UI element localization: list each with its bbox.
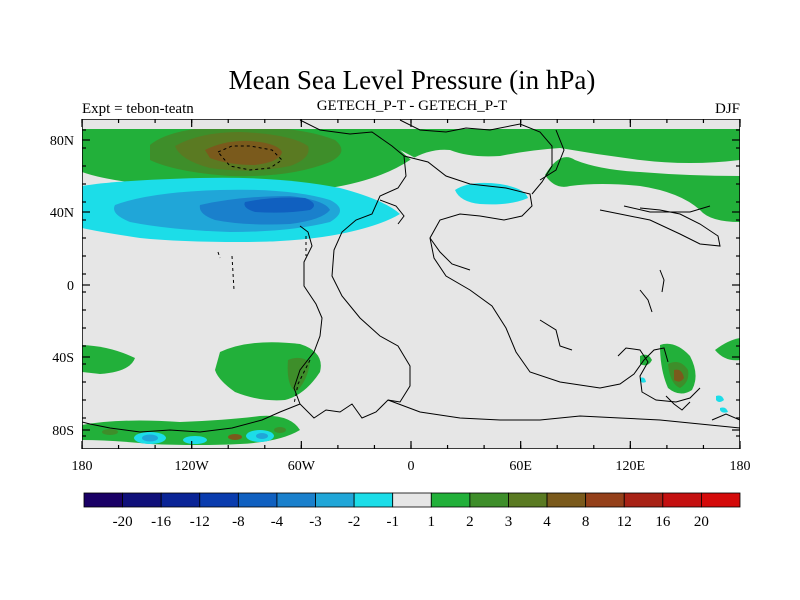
colorbar-box-9 xyxy=(430,492,471,508)
lat-label-0: 80N xyxy=(50,134,74,149)
contour-antarctic-neg-3 xyxy=(183,436,207,444)
colorbar-label-0: -20 xyxy=(113,514,133,530)
axis-ticks xyxy=(81,119,741,449)
latitude-labels: 80N 40N 0 40S 80S xyxy=(50,134,74,439)
colorbar-label-5: -3 xyxy=(309,514,322,530)
colorbar-box-14 xyxy=(623,492,664,508)
colorbar xyxy=(83,492,741,508)
colorbar-label-4: -4 xyxy=(271,514,284,530)
colorbar-box-6 xyxy=(315,492,355,508)
contour-asia-negative xyxy=(455,182,528,205)
lon-label-5: 120E xyxy=(616,459,646,474)
colorbar-label-14: 16 xyxy=(655,514,671,530)
lat-label-2: 0 xyxy=(67,279,74,294)
colorbar-label-1: -16 xyxy=(151,514,171,530)
colorbar-box-13 xyxy=(585,492,625,508)
colorbar-box-1 xyxy=(122,492,162,508)
colorbar-box-4 xyxy=(237,492,278,508)
colorbar-box-11 xyxy=(508,492,548,508)
contour-small-west-aus xyxy=(640,354,652,366)
contour-siberia-positive xyxy=(545,157,740,222)
colorbar-box-15 xyxy=(662,492,702,508)
colorbar-label-7: -1 xyxy=(386,514,399,530)
lon-label-6: 180 xyxy=(730,459,751,474)
colorbar-label-6: -2 xyxy=(348,514,361,530)
contour-australia-3 xyxy=(674,369,684,382)
lat-label-4: 80S xyxy=(52,424,74,439)
colorbar-box-12 xyxy=(546,492,587,508)
colorbar-box-5 xyxy=(276,492,316,508)
contour-small-aus-3 xyxy=(720,407,728,413)
lon-label-1: 120W xyxy=(175,459,210,474)
dashed-coast-islands xyxy=(217,145,311,405)
colorbar-box-16 xyxy=(701,492,741,508)
contour-small-aus-4 xyxy=(640,377,646,383)
colorbar-label-2: -12 xyxy=(190,514,210,530)
lon-label-4: 60E xyxy=(509,459,532,474)
colorbar-label-3: -8 xyxy=(232,514,245,530)
lon-label-3: 0 xyxy=(408,459,415,474)
contour-antarctic-neg-5 xyxy=(256,433,268,439)
subtitle-right: DJF xyxy=(715,101,740,117)
colorbar-box-3 xyxy=(199,492,239,508)
colorbar-labels: -20 -16 -12 -8 -4 -3 -2 -1 1 2 3 4 8 12 16 20 xyxy=(113,514,709,530)
colorbar-label-8: 1 xyxy=(428,514,436,530)
contour-antarctic-pos-1 xyxy=(228,434,242,440)
contour-greenland-gap xyxy=(400,150,543,188)
map-plot-area xyxy=(82,119,740,449)
colorbar-box-0 xyxy=(83,492,123,508)
colorbar-label-12: 8 xyxy=(582,514,590,530)
colorbar-box-7 xyxy=(353,492,394,508)
longitude-labels: 180 120W 60W 0 60E 120E 180 xyxy=(72,459,751,474)
contour-pacific-east-positive xyxy=(715,338,740,361)
contour-antarctic-neg-2 xyxy=(142,434,158,442)
subtitle-left: Expt = tebon-teatn xyxy=(82,101,194,117)
plot-title: Mean Sea Level Pressure (in hPa) xyxy=(229,65,596,95)
contour-small-aus-2 xyxy=(716,395,724,402)
colorbar-label-11: 4 xyxy=(543,514,551,530)
colorbar-box-2 xyxy=(160,492,201,508)
colorbar-label-13: 12 xyxy=(617,514,632,530)
colorbar-box-8 xyxy=(392,492,432,508)
contour-antarctic-pos-2 xyxy=(102,429,118,435)
colorbar-label-9: 2 xyxy=(466,514,474,530)
colorbar-box-10 xyxy=(469,492,509,508)
coastlines xyxy=(82,119,740,433)
colorbar-label-10: 3 xyxy=(505,514,513,530)
colorbar-label-15: 20 xyxy=(694,514,709,530)
lon-label-0: 180 xyxy=(72,459,93,474)
contour-south-pacific-positive xyxy=(82,345,135,374)
lon-label-2: 60W xyxy=(288,459,316,474)
contour-npacific-4 xyxy=(244,197,314,213)
lat-label-1: 40N xyxy=(50,206,74,221)
subtitle-center: GETECH_P-T - GETECH_P-T xyxy=(317,98,508,114)
contour-antarctic-pos-3 xyxy=(274,427,286,433)
lat-label-3: 40S xyxy=(52,351,74,366)
